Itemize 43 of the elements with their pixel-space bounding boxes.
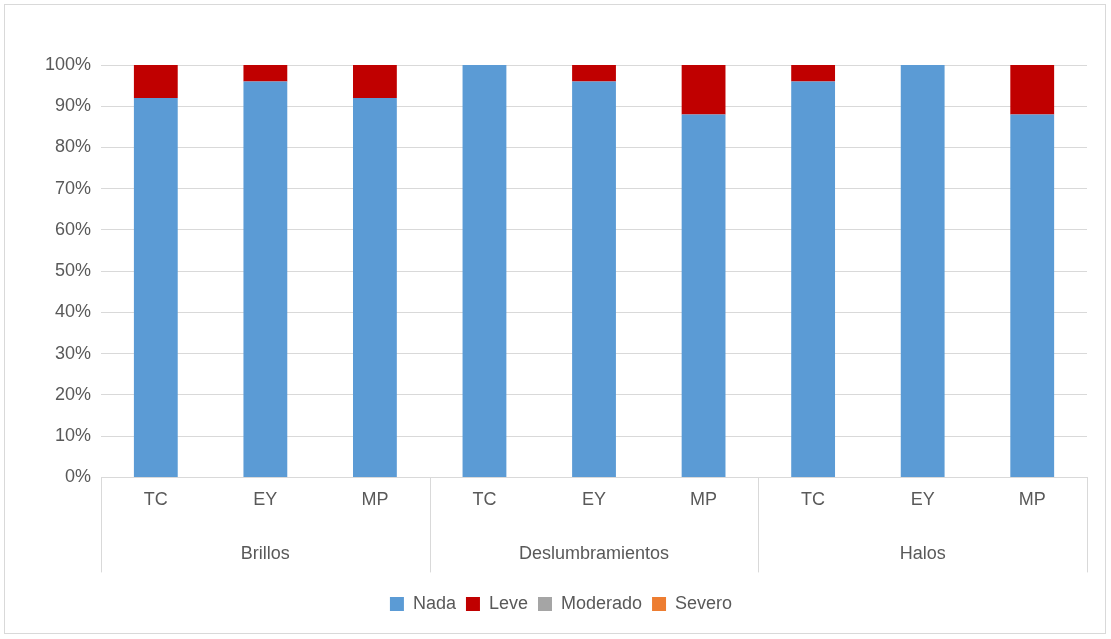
bar	[133, 65, 178, 98]
bar	[572, 65, 616, 82]
x-tick-label: MP	[361, 489, 389, 510]
y-tick-label: 70%	[55, 177, 92, 198]
bar	[791, 81, 836, 477]
y-tick-label: 60%	[55, 218, 92, 239]
bar	[681, 65, 726, 115]
text: Deslumbramientos	[518, 543, 670, 564]
legend-label: Nada	[412, 592, 457, 613]
y-tick-label: 80%	[55, 136, 92, 157]
bar	[353, 65, 397, 98]
x-tick-label: EY	[253, 489, 278, 510]
bar	[243, 65, 288, 82]
y-tick-label: 90%	[55, 95, 92, 116]
bar	[243, 81, 288, 477]
y-tick-label: 0%	[65, 466, 92, 487]
y-tick-label: 50%	[55, 260, 92, 281]
bar	[681, 114, 726, 477]
legend-label: Moderado	[560, 592, 643, 613]
y-tick-label: 10%	[55, 425, 92, 446]
bar	[1010, 114, 1055, 477]
legend-label: Leve	[488, 592, 528, 613]
bar	[572, 81, 616, 477]
y-tick-label: 100%	[44, 53, 92, 74]
bar	[791, 65, 836, 82]
y-tick-label: 30%	[55, 342, 92, 363]
text: Brillos	[240, 543, 290, 564]
legend-label: Severo	[675, 592, 733, 613]
x-tick-label: EY	[582, 489, 607, 510]
x-tick-label: TC	[801, 489, 826, 510]
bar	[900, 65, 945, 477]
bar	[1010, 65, 1055, 115]
x-tick-label: MP	[690, 489, 718, 510]
bar	[133, 97, 178, 477]
bar	[353, 97, 397, 477]
x-tick-label: MP	[1018, 489, 1046, 510]
bar	[462, 65, 507, 477]
y-tick-label: 40%	[55, 301, 92, 322]
x-tick-label: EY	[910, 489, 935, 510]
x-tick-label: TC	[472, 489, 497, 510]
y-tick-label: 20%	[55, 383, 92, 404]
text: Halos	[899, 543, 946, 564]
x-tick-label: TC	[143, 489, 168, 510]
